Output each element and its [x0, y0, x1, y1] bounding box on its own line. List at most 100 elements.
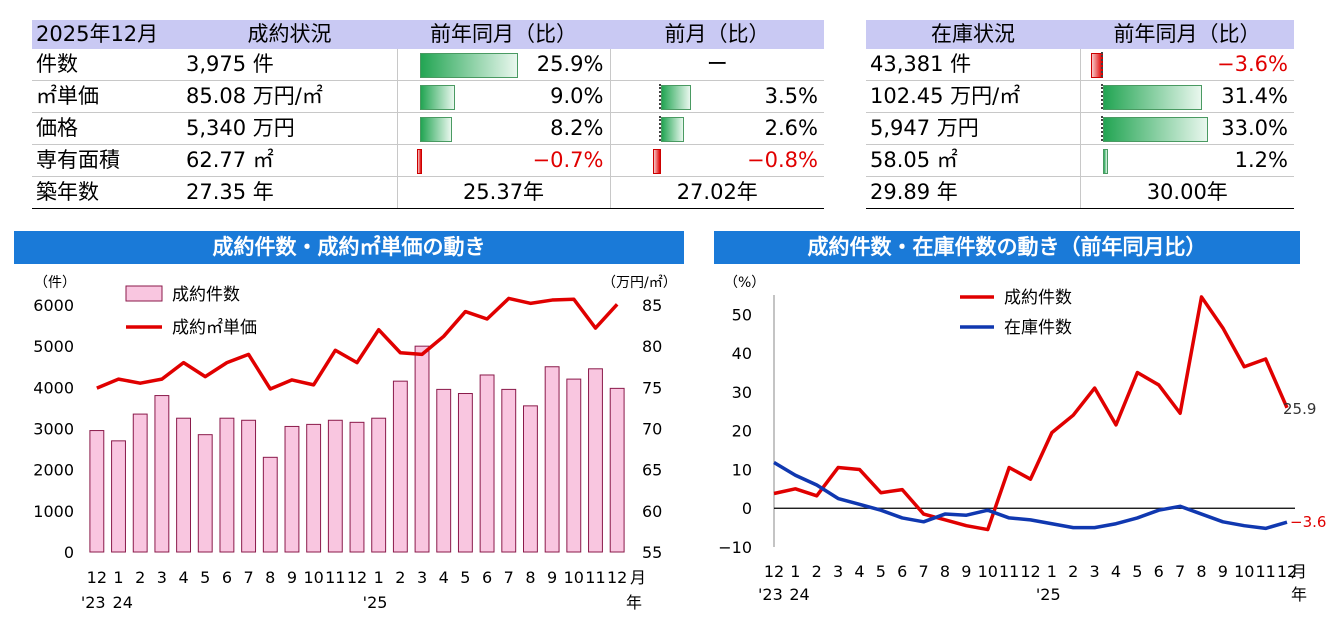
y-tick-right: 65	[642, 461, 662, 480]
x-tick: 2	[395, 568, 405, 587]
yoy-value: 25.9%	[536, 52, 604, 76]
sales-count-price-chart: （件） （万円/㎡）0100020003000400050006000556065…	[33, 275, 676, 612]
x-tick: 8	[265, 568, 275, 587]
y-tick: −10	[718, 538, 752, 557]
x-year-label: '23	[81, 593, 106, 612]
y-tick-left: 6000	[33, 296, 74, 315]
x-tick: 8	[1196, 562, 1206, 581]
row-value: 58.05 ㎡	[866, 144, 1080, 177]
row-value: 27.35 年	[182, 176, 397, 209]
x-tick: 11	[999, 562, 1019, 581]
x-tick: 3	[1090, 562, 1100, 581]
yoy-value: −0.7%	[532, 148, 604, 172]
bar	[219, 417, 235, 553]
x-year-label: '25	[1036, 585, 1061, 604]
bar	[197, 434, 213, 553]
yoy-bar	[1102, 117, 1208, 142]
x-tick: 12	[1277, 562, 1297, 581]
x-tick: 6	[1154, 562, 1164, 581]
x-tick: 12	[87, 568, 107, 587]
table-row: 102.45 万円/㎡ 31.4%	[866, 80, 1294, 113]
bar	[132, 413, 148, 553]
x-tick: 5	[200, 568, 210, 587]
sales-table-header: 2025年12月 成約状況 前年同月（比） 前月（比）	[32, 20, 824, 49]
x-tick: 2	[812, 562, 822, 581]
y-tick: 30	[732, 383, 752, 402]
y-tick-right: 60	[642, 502, 662, 521]
mom-bar	[660, 117, 684, 142]
sales-status-table: 2025年12月 成約状況 前年同月（比） 前月（比） 件数 3,975 件 2…	[32, 20, 824, 209]
x-tick: 7	[1175, 562, 1185, 581]
yoy-bar	[1102, 149, 1108, 174]
mom-bar	[652, 149, 661, 174]
x-tick: 7	[504, 568, 514, 587]
x-tick: 4	[178, 568, 188, 587]
legend-swatch-bar	[125, 285, 163, 302]
x-tick: 1	[113, 568, 123, 587]
sales-status-heading: 成約状況	[182, 20, 397, 49]
x-tick: 11	[585, 568, 605, 587]
stock-status-heading: 在庫状況	[866, 20, 1080, 49]
legend-label: 成約件数	[1004, 288, 1072, 308]
bar	[588, 368, 603, 553]
y-tick: 10	[732, 460, 752, 479]
bar	[154, 395, 170, 553]
bar	[414, 345, 430, 553]
row-value: 5,947 万円	[866, 112, 1080, 145]
mom-cell: −0.8%	[609, 144, 824, 177]
bar	[262, 456, 278, 553]
x-tick: 9	[961, 562, 971, 581]
x-tick: 12	[1020, 562, 1040, 581]
row-value: 102.45 万円/㎡	[866, 80, 1080, 113]
x-tick: 11	[1255, 562, 1275, 581]
legend-label: 成約件数	[172, 285, 240, 305]
yoy-cell: −0.7%	[396, 144, 610, 177]
bar	[306, 423, 322, 553]
bar	[609, 387, 625, 553]
row-value: 5,340 万円	[182, 112, 397, 145]
table-row: 5,947 万円 33.0%	[866, 112, 1294, 145]
row-label: ㎡単価	[32, 80, 182, 113]
mom-cell: 2.6%	[609, 112, 824, 145]
x-tick: 5	[876, 562, 886, 581]
table-row: 価格 5,340 万円 8.2% 2.6%	[32, 112, 824, 145]
mom-value: 27.02年	[609, 176, 824, 209]
bar	[89, 430, 105, 553]
x-tick: 5	[1132, 562, 1142, 581]
stock-yoy-cell: 1.2%	[1079, 144, 1294, 177]
table-row: 築年数 27.35 年 25.37年 27.02年	[32, 176, 824, 209]
stock-yoy-cell: −3.6%	[1079, 49, 1294, 81]
zero-line	[1100, 52, 1103, 77]
y-tick-right: 70	[642, 420, 662, 439]
x-tick: 12	[347, 568, 367, 587]
x-tick: 11	[325, 568, 345, 587]
x-tick: 10	[1234, 562, 1254, 581]
yoy-cell: 25.9%	[396, 49, 610, 81]
y-tick-right: 85	[642, 296, 662, 315]
x-tick: 8	[940, 562, 950, 581]
x-unit-label: 年	[626, 593, 642, 612]
bar	[479, 374, 495, 553]
x-tick: 12	[607, 568, 627, 587]
y-tick-left: 0	[64, 543, 74, 562]
y-tick: 40	[732, 344, 752, 363]
yoy-value: 25.37年	[396, 176, 610, 209]
zero-line	[658, 116, 661, 141]
table-row: 専有面積 62.77 ㎡ −0.7% −0.8%	[32, 144, 824, 177]
x-tick: 4	[1111, 562, 1121, 581]
x-tick: 6	[897, 562, 907, 581]
x-tick: 10	[564, 568, 584, 587]
bar	[566, 378, 582, 553]
mom-heading: 前月（比）	[610, 20, 824, 49]
bar	[436, 388, 452, 553]
table-row: 29.89 年 30.00年	[866, 176, 1294, 209]
x-tick: 4	[854, 562, 864, 581]
row-label: 専有面積	[32, 144, 182, 177]
y-tick: 0	[742, 499, 752, 518]
x-unit-label: 年	[1291, 585, 1307, 604]
y-tick-left: 1000	[33, 502, 74, 521]
x-tick: 3	[833, 562, 843, 581]
x-tick: 1	[1047, 562, 1057, 581]
end-label: −3.6	[1290, 513, 1326, 531]
mom-cell: 3.5%	[609, 80, 824, 113]
